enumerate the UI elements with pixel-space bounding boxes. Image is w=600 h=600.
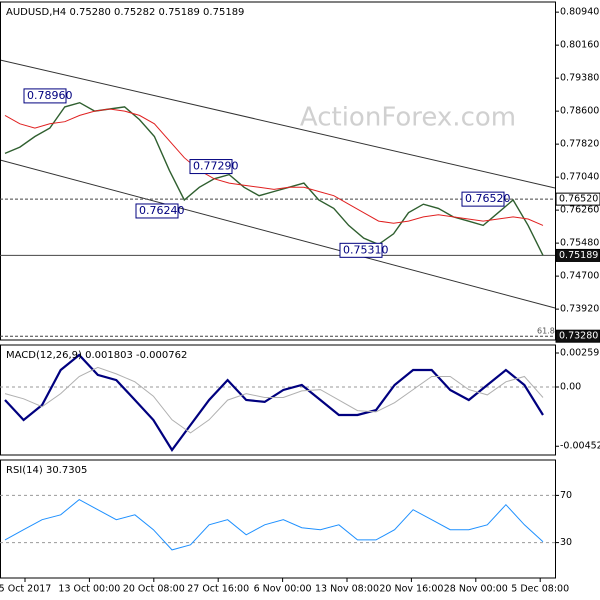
y-tick-label: 0.80160 xyxy=(560,40,599,51)
level-label: 0.76520 xyxy=(559,194,598,205)
x-tick-label: 20 Nov 16:00 xyxy=(379,584,443,595)
y-tick-label: 0.80940 xyxy=(560,7,599,18)
pane-frame xyxy=(0,459,556,579)
x-tick-label: 20 Oct 08:00 xyxy=(123,584,185,595)
x-tick-label: 28 Nov 00:00 xyxy=(444,584,508,595)
channel-bottom xyxy=(0,159,556,309)
y-tick-label: 0.76260 xyxy=(560,205,599,216)
y-tick-label: 30 xyxy=(560,537,572,548)
pane-title: AUDUSD,H4 0.75280 0.75282 0.75189 0.7518… xyxy=(6,7,244,18)
series-line xyxy=(4,108,544,226)
x-tick-label: 5 Dec 08:00 xyxy=(511,584,569,595)
pane-frame xyxy=(0,1,556,341)
x-tick-label: 6 Nov 00:00 xyxy=(254,584,312,595)
x-tick-label: 27 Oct 16:00 xyxy=(187,584,249,595)
y-tick-label: 0.78600 xyxy=(560,106,599,117)
y-tick-label: 70 xyxy=(560,490,572,501)
fib-label: 61.8 xyxy=(537,327,555,336)
level-label: 0.73280 xyxy=(559,331,598,342)
y-tick-label: -0.004522 xyxy=(560,441,600,452)
pane-title: RSI(14) 30.7305 xyxy=(6,465,87,476)
y-tick-label: 0.77820 xyxy=(560,139,599,150)
series-line xyxy=(4,353,544,452)
y-tick-label: 0.77040 xyxy=(560,172,599,183)
level-box xyxy=(555,329,600,343)
annotation-label: 0.77290 xyxy=(193,160,239,173)
pane-title: MACD(12,26,9) 0.001803 -0.000762 xyxy=(6,350,187,361)
y-tick-label: 0.73920 xyxy=(560,304,599,315)
annotation-box xyxy=(339,242,383,258)
channel-top xyxy=(0,59,556,189)
watermark: ActionForex.com xyxy=(300,103,516,133)
level-box xyxy=(555,248,600,262)
y-tick-label: 0.79380 xyxy=(560,73,599,84)
annotation-label: 0.76240 xyxy=(139,204,185,217)
annotation-box xyxy=(189,159,233,175)
annotation-box xyxy=(23,88,67,104)
annotation-box xyxy=(461,191,505,207)
series-line xyxy=(4,498,544,551)
annotation-label: 0.75310 xyxy=(343,243,389,256)
pane-frame xyxy=(0,344,556,456)
y-tick-label: 0.002595 xyxy=(560,348,600,359)
x-tick-label: 5 Oct 2017 xyxy=(0,584,51,595)
annotation-label: 0.76520 xyxy=(465,192,511,205)
x-tick-label: 13 Nov 08:00 xyxy=(315,584,379,595)
y-tick-label: 0.74700 xyxy=(560,271,599,282)
x-tick-label: 13 Oct 00:00 xyxy=(58,584,120,595)
level-label: 0.75189 xyxy=(559,250,598,261)
y-tick-label: 0.75480 xyxy=(560,238,599,249)
annotation-label: 0.78960 xyxy=(27,89,73,102)
level-box xyxy=(555,192,600,206)
annotation-box xyxy=(135,203,179,219)
y-tick-label: 0.00 xyxy=(560,382,581,393)
series-line xyxy=(4,366,544,434)
